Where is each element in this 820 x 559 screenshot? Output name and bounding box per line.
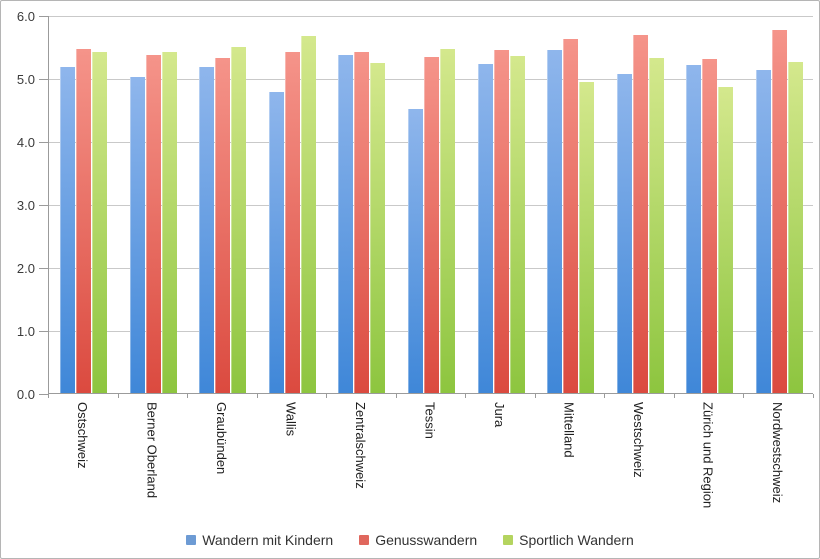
legend-item: Sportlich Wandern xyxy=(503,532,634,548)
bar xyxy=(408,108,423,393)
x-axis-tick xyxy=(604,394,606,398)
bar xyxy=(145,55,161,393)
legend-swatch-icon xyxy=(503,535,514,545)
bar xyxy=(92,52,108,393)
legend-label: Sportlich Wandern xyxy=(519,532,634,548)
y-axis-label: 1.0 xyxy=(16,323,35,339)
legend-label: Wandern mit Kindern xyxy=(202,532,334,548)
bar xyxy=(718,87,734,393)
x-axis-label: Wallis xyxy=(283,402,299,437)
plot-area xyxy=(48,15,813,394)
x-axis-tick xyxy=(326,394,328,398)
x-axis-tick xyxy=(187,394,189,398)
bar xyxy=(268,91,284,393)
bar xyxy=(129,76,145,393)
y-axis-tick xyxy=(39,15,48,17)
x-axis-label: Mittelland xyxy=(561,402,577,458)
bar xyxy=(231,46,247,393)
legend: Wandern mit Kindern Genusswandern Sportlic… xyxy=(1,532,819,548)
x-axis-label: Graubünden xyxy=(213,402,229,475)
legend-swatch-icon xyxy=(359,535,370,545)
y-axis-label: 3.0 xyxy=(16,197,35,213)
bar xyxy=(284,52,300,393)
x-axis-label: Zentralschweiz xyxy=(352,402,368,489)
x-axis-tick xyxy=(534,394,536,398)
bar xyxy=(300,36,316,393)
bar xyxy=(60,66,76,393)
bar xyxy=(648,58,664,393)
bar xyxy=(477,64,493,393)
x-axis-label: Zürich und Region xyxy=(700,402,716,509)
y-axis-tick xyxy=(39,267,48,269)
bar xyxy=(161,51,177,393)
bar xyxy=(563,38,579,393)
bar xyxy=(632,34,648,393)
x-axis-label: Tessin xyxy=(422,402,438,439)
y-axis-label: 2.0 xyxy=(16,260,35,276)
bar xyxy=(424,57,439,393)
x-axis-tick xyxy=(465,394,467,398)
x-axis-label: Berner Oberland xyxy=(144,402,160,499)
legend-label: Genusswandern xyxy=(375,532,478,548)
y-axis-label: 6.0 xyxy=(16,8,35,24)
y-axis-tick xyxy=(39,393,48,395)
bar xyxy=(547,49,563,393)
bar xyxy=(616,74,632,393)
y-axis-label: 0.0 xyxy=(16,386,35,402)
bar xyxy=(686,64,702,393)
legend-swatch-icon xyxy=(186,535,197,545)
y-axis-tick xyxy=(39,78,48,80)
bar xyxy=(215,57,231,393)
legend-item: Genusswandern xyxy=(359,532,477,548)
bar xyxy=(440,49,455,393)
y-axis-label: 4.0 xyxy=(16,134,35,150)
gridline xyxy=(49,15,813,17)
x-axis-tick xyxy=(395,394,397,398)
bar xyxy=(509,55,525,393)
bar xyxy=(493,49,509,393)
x-axis-tick xyxy=(48,394,49,398)
x-axis-label: Jura xyxy=(492,402,508,428)
x-axis-tick xyxy=(813,394,814,398)
bar xyxy=(755,70,771,393)
bar xyxy=(370,62,386,393)
bar xyxy=(702,59,718,393)
bar xyxy=(199,67,215,393)
bar xyxy=(771,30,787,393)
x-axis-tick xyxy=(743,394,745,398)
bar xyxy=(787,62,803,393)
x-axis-tick xyxy=(256,394,258,398)
y-axis-tick xyxy=(39,141,48,143)
bar xyxy=(76,49,92,393)
bar xyxy=(338,54,354,393)
x-axis-label: Nordwestschweiz xyxy=(770,402,786,504)
x-axis-label: Ostschweiz xyxy=(74,402,90,469)
x-axis-label: Westschweiz xyxy=(631,402,647,478)
y-axis-tick xyxy=(39,330,48,332)
legend-item: Wandern mit Kindern xyxy=(186,532,333,548)
y-axis-label: 5.0 xyxy=(16,71,35,87)
x-axis-tick xyxy=(673,394,675,398)
bar xyxy=(354,51,370,393)
bar xyxy=(579,81,595,393)
y-axis-tick xyxy=(39,204,48,206)
x-axis-tick xyxy=(117,394,119,398)
